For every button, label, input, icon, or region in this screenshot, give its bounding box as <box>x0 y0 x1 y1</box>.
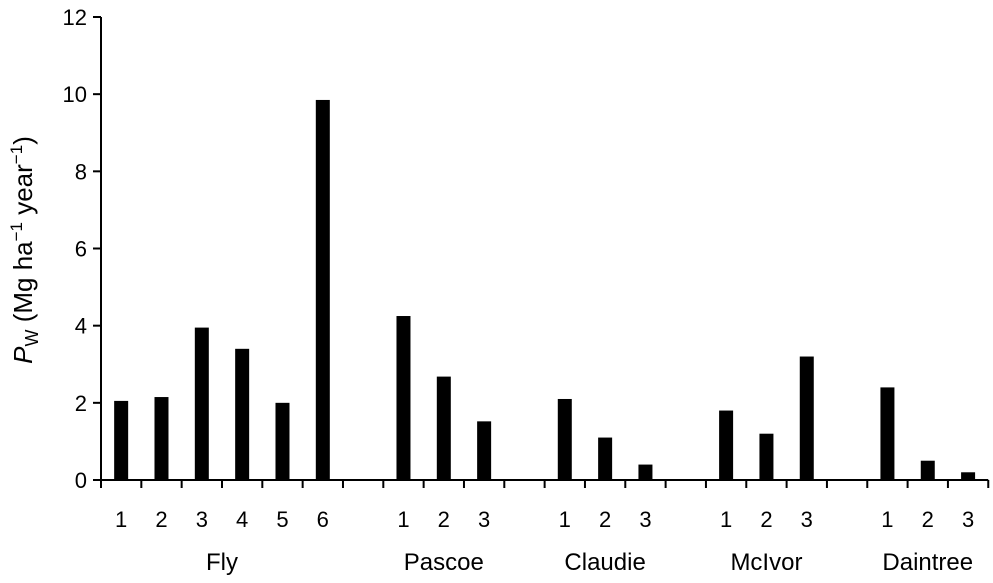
y-axis-label-unit-mid: year <box>8 164 38 222</box>
bar <box>759 433 774 480</box>
group-label: Pascoe <box>404 549 484 576</box>
y-tick-label: 4 <box>75 314 87 339</box>
x-tick-label: 2 <box>438 507 450 532</box>
bar <box>477 421 492 480</box>
bar <box>235 348 250 480</box>
x-tick-label: 1 <box>115 507 127 532</box>
bar <box>396 316 411 480</box>
bar <box>114 400 129 480</box>
y-tick-label: 6 <box>75 237 87 262</box>
x-tick-label: 1 <box>881 507 893 532</box>
bars-layer <box>114 99 976 480</box>
group-label: Fly <box>206 549 238 576</box>
bar <box>799 356 814 480</box>
x-tick-label: 1 <box>720 507 732 532</box>
x-tick-label: 1 <box>397 507 409 532</box>
y-tick-label: 8 <box>75 159 87 184</box>
x-tick-label: 3 <box>639 507 651 532</box>
bar <box>719 410 734 480</box>
bar <box>961 472 976 480</box>
y-tick-label: 2 <box>75 391 87 416</box>
x-tick-label: 2 <box>599 507 611 532</box>
bar <box>436 376 451 480</box>
y-tick-label: 10 <box>63 82 87 107</box>
y-axis-label-exp2: −1 <box>7 145 26 164</box>
x-tick-label: 6 <box>317 507 329 532</box>
x-tick-label: 2 <box>155 507 167 532</box>
y-axis-label-unit-open: (Mg ha <box>8 241 38 330</box>
bar <box>315 99 330 480</box>
bar <box>275 402 290 480</box>
x-tick-label: 5 <box>276 507 288 532</box>
x-tick-label: 3 <box>801 507 813 532</box>
y-tick-label: 12 <box>63 5 87 30</box>
bar <box>880 387 895 480</box>
x-tick-label: 3 <box>962 507 974 532</box>
y-axis-label-exp1: −1 <box>7 222 26 241</box>
x-tick-label: 3 <box>196 507 208 532</box>
x-tick-label: 3 <box>478 507 490 532</box>
x-tick-label: 2 <box>922 507 934 532</box>
bar <box>557 398 572 480</box>
bar <box>154 397 169 480</box>
group-label: Daintree <box>882 549 973 576</box>
y-axis-label-subscript: W <box>22 330 42 347</box>
y-axis-label-symbol: P <box>8 346 38 364</box>
bar <box>194 327 209 480</box>
x-tick-label: 4 <box>236 507 248 532</box>
bar <box>920 460 935 480</box>
y-axis-label-unit-close: ) <box>8 136 38 145</box>
x-tick-label: 2 <box>760 507 772 532</box>
y-tick-label: 0 <box>75 468 87 493</box>
axes-layer <box>93 16 990 488</box>
x-tick-label: 1 <box>559 507 571 532</box>
bar <box>638 464 653 480</box>
bar <box>598 437 613 480</box>
group-label: Claudie <box>564 549 645 576</box>
y-axis-label: PW (Mg ha−1 year−1) <box>7 136 42 364</box>
group-label: McIvor <box>730 549 802 576</box>
